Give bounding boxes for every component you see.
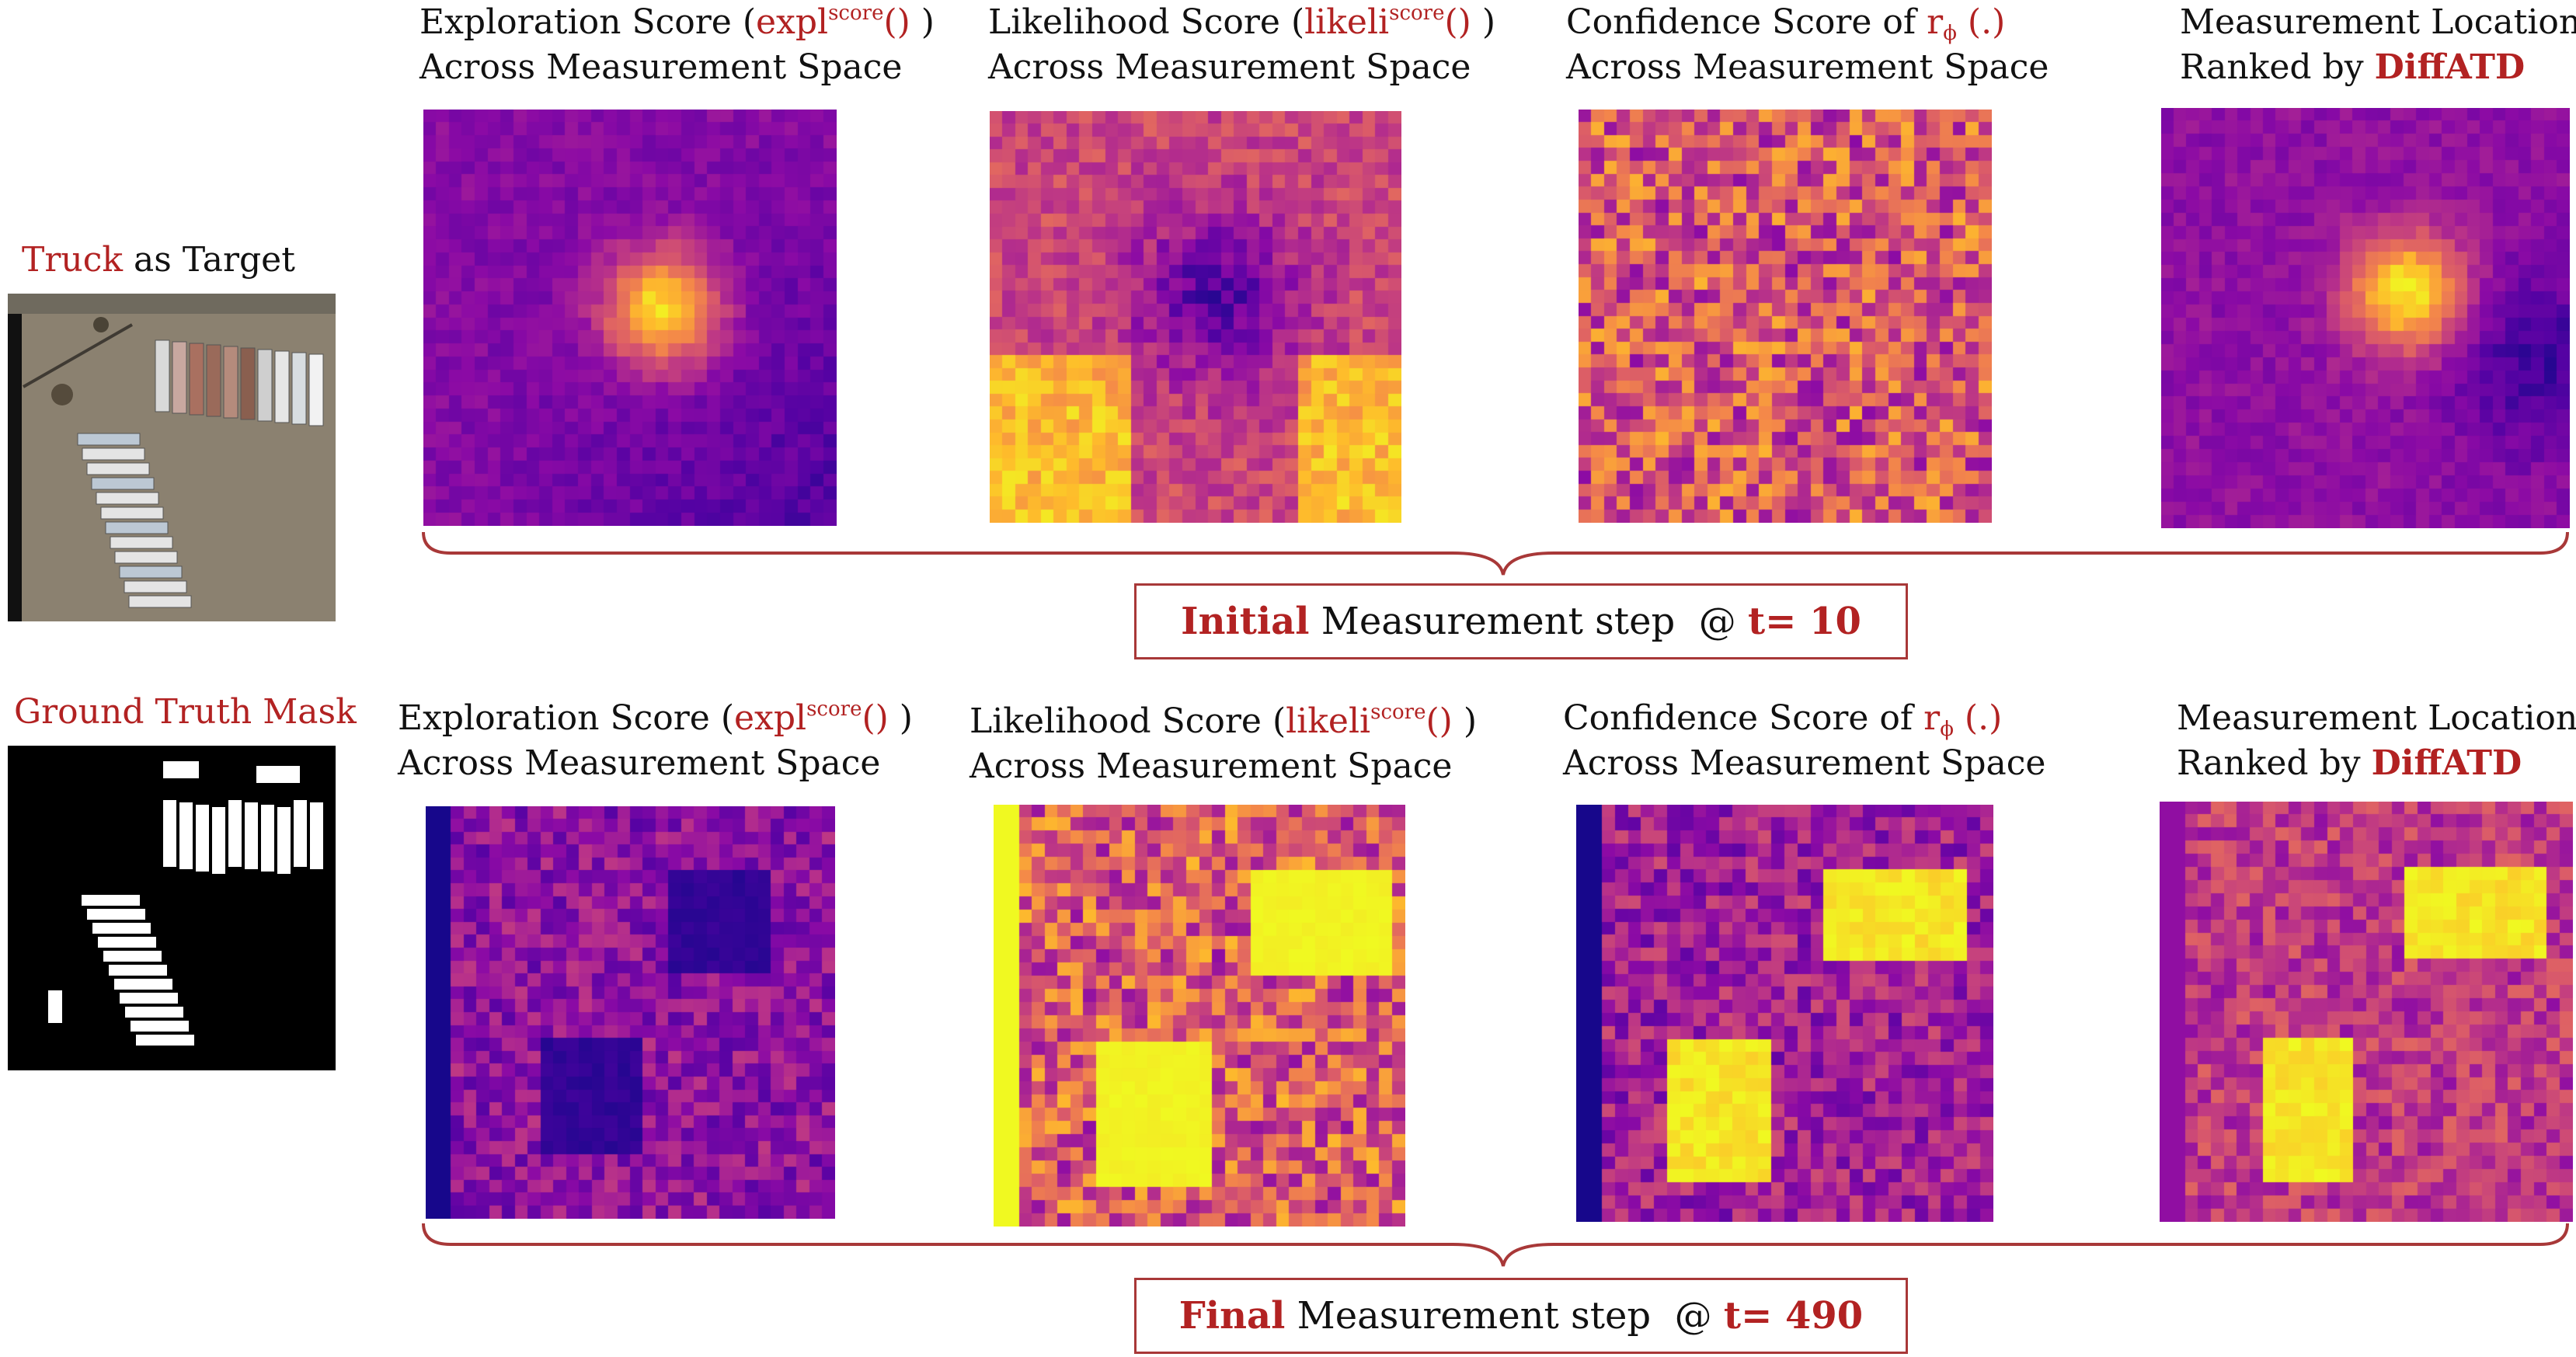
heatmap-likelihood-final	[994, 805, 1405, 1227]
heatmap-exploration-initial	[423, 110, 837, 526]
ground-truth-mask-image	[8, 746, 336, 1070]
mask-label: Ground Truth Mask	[14, 692, 357, 732]
caption-exploration-initial: Exploration Score (explscore() ) Across …	[419, 2, 935, 87]
caption-likelihood-initial: Likelihood Score (likeliscore() ) Across…	[988, 2, 1495, 87]
brace-initial	[422, 531, 2569, 576]
caption-ranked-initial: Measurement Location Ranked by DiffATD	[2180, 2, 2576, 87]
target-highlight: Truck	[22, 240, 124, 280]
heatmap-confidence-initial	[1579, 110, 1992, 523]
aerial-truck-image	[8, 294, 336, 621]
caption-confidence-initial: Confidence Score of rϕ (.) Across Measur…	[1566, 2, 2049, 87]
caption-exploration-final: Exploration Score (explscore() ) Across …	[398, 698, 913, 783]
target-rest: as Target	[123, 240, 295, 280]
caption-ranked-final: Measurement Location Ranked by DiffATD	[2177, 698, 2576, 783]
heatmap-likelihood-initial	[990, 111, 1401, 523]
target-label: Truck as Target	[22, 238, 295, 283]
step-box-final: Final Measurement step @ t= 490	[1134, 1278, 1908, 1354]
heatmap-ranked-final	[2160, 802, 2573, 1222]
brace-final	[422, 1223, 2569, 1267]
heatmap-ranked-initial	[2161, 108, 2570, 528]
caption-confidence-final: Confidence Score of rϕ (.) Across Measur…	[1563, 698, 2046, 783]
heatmap-confidence-final	[1576, 805, 1993, 1222]
heatmap-exploration-final	[426, 806, 835, 1219]
caption-likelihood-final: Likelihood Score (likeliscore() ) Across…	[969, 701, 1477, 786]
step-box-initial: Initial Measurement step @ t= 10	[1134, 583, 1908, 659]
